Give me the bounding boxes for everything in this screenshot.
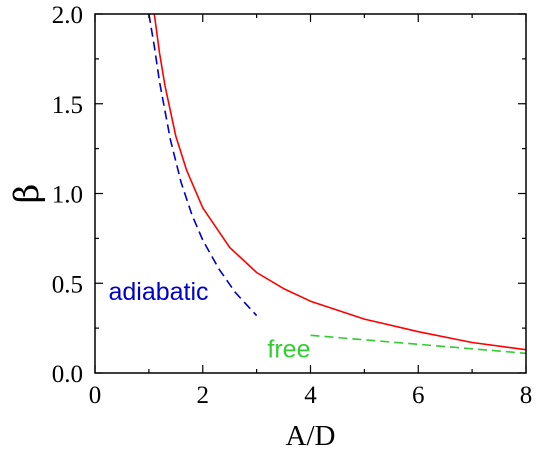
y-tick-label: 2.0 [52,2,83,29]
series-line-2 [148,14,258,317]
annotation-free: free [267,336,310,364]
y-tick-label: 0.0 [52,361,83,388]
y-tick-label: 1.0 [52,182,83,209]
x-tick-label: 2 [197,382,210,409]
y-tick-label: 0.5 [52,271,83,298]
annotations: adiabatic free [108,278,310,363]
axis-ticks [94,13,527,374]
x-tick-label: 8 [520,382,533,409]
x-axis-label: A/D [286,420,336,452]
y-axis-label: β [7,184,47,204]
y-tick-label: 1.5 [52,92,83,119]
x-tick-label: 4 [304,382,317,409]
series-line-3 [310,334,526,355]
tick-labels: 0 2 4 6 8 0.0 0.5 1.0 1.5 2.0 [52,2,533,409]
x-tick-label: 0 [89,382,102,409]
series-line-1 [153,14,526,351]
plot-marks [148,14,526,355]
x-tick-label: 6 [412,382,425,409]
plot-frame [94,13,527,374]
annotation-adiabatic: adiabatic [108,278,208,306]
